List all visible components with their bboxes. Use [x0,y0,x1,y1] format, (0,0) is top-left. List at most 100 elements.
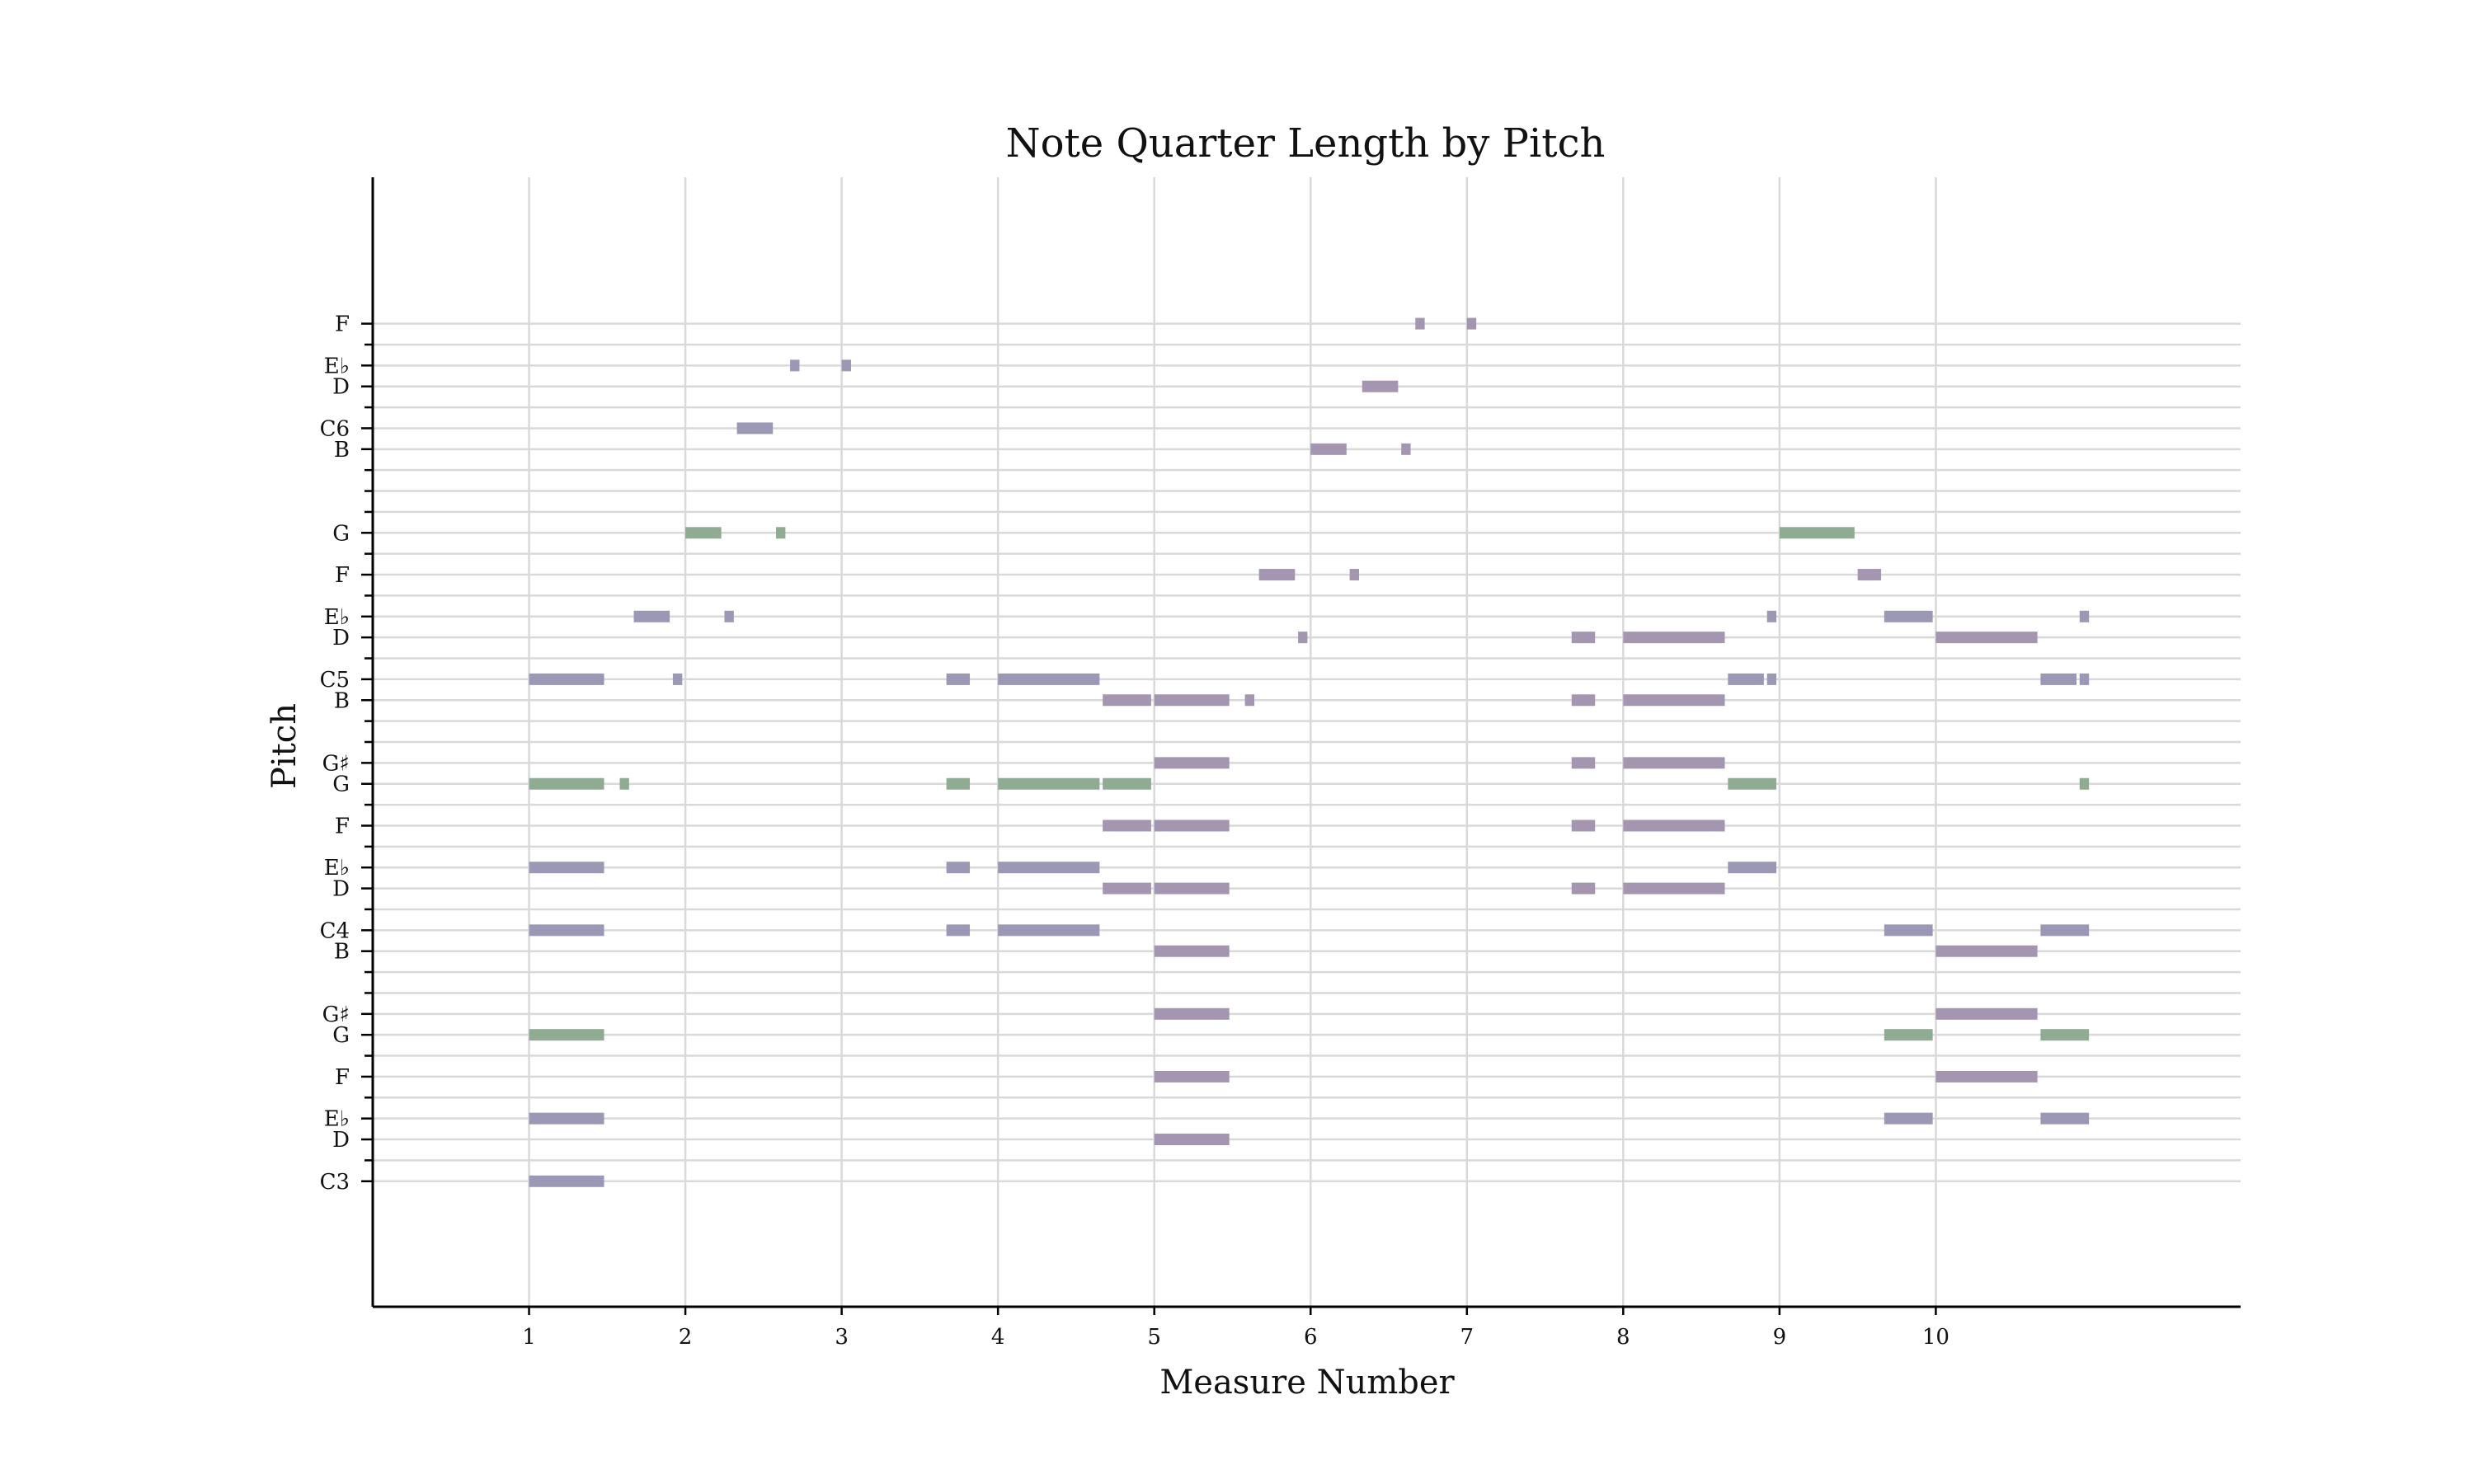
note-bar [685,527,722,539]
note-bar [2079,610,2090,622]
y-tick-label: F [335,563,350,588]
x-tick-label: 1 [522,1325,536,1350]
y-tick-label: E♭ [324,605,350,630]
note-bar [529,1175,604,1187]
x-tick-label: 9 [1773,1325,1787,1350]
y-tick-label: C4 [320,918,350,943]
y-tick-label: G♯ [322,1003,350,1027]
y-tick-label: C5 [320,668,350,693]
note-bar [1766,610,1777,622]
note-bar [1571,757,1596,769]
note-bar [1623,757,1725,769]
y-axis-label: Pitch [266,703,303,789]
note-bar [1298,632,1308,644]
note-bar [1623,819,1725,832]
note-bar [1362,380,1399,392]
note-bar [1571,819,1596,832]
note-bar [1935,1007,2038,1020]
note-bar [2040,1029,2090,1041]
y-tick-label: G [332,773,350,797]
y-tick-label: F [335,814,350,838]
note-bar [1884,924,1933,937]
note-bar [1154,1007,1230,1020]
note-bar [1103,694,1151,707]
note-bar [672,673,683,685]
x-tick-label: 3 [835,1325,849,1350]
x-tick-label: 10 [1922,1325,1950,1350]
note-bar [633,610,670,622]
note-bar [1884,1029,1933,1041]
note-bar [1154,819,1230,832]
note-bar [946,924,971,937]
note-bar [2079,673,2090,685]
y-tick-label: G [332,521,350,546]
note-bar [1154,1070,1230,1082]
note-bar [1884,610,1933,622]
note-bar [1728,673,1764,685]
note-bar [1779,527,1855,539]
note-bar [1415,317,1425,330]
note-bar [1466,317,1477,330]
note-bar [998,924,1100,937]
note-bar [998,777,1100,790]
note-bar [1401,443,1411,455]
x-ticks: 1 2 3 4 5 6 7 8 9 10 [522,1307,1950,1350]
y-tick-label: D [332,626,350,650]
note-bar [776,527,786,539]
note-bar [529,1029,604,1041]
grid-layer [373,177,2241,1307]
note-bar [529,673,604,685]
note-bar [736,422,774,434]
note-bar [1154,1134,1230,1146]
notes-layer [529,317,2090,1187]
note-bar [1623,632,1725,644]
note-bar [1103,819,1151,832]
x-tick-label: 4 [991,1325,1005,1350]
note-bar [1728,777,1777,790]
note-bar [998,862,1100,874]
note-bar [946,777,971,790]
y-tick-label: D [332,877,350,902]
note-bar [2040,1112,2090,1125]
y-tick-label: B [334,438,350,463]
note-bar [1728,862,1777,874]
y-tick-label: E♭ [324,856,350,881]
note-bar [529,862,604,874]
note-bar [946,673,971,685]
y-tick-label: C3 [320,1170,350,1195]
note-bar [529,777,604,790]
note-bar [1571,694,1596,707]
note-bar [1571,882,1596,895]
y-tick-label: B [334,940,350,965]
note-bar [1154,882,1230,895]
y-tick-label: E♭ [324,1107,350,1132]
note-bar [529,924,604,937]
x-tick-label: 2 [679,1325,693,1350]
note-bar [1571,632,1596,644]
y-tick-label: G [332,1023,350,1048]
y-tick-label: D [332,375,350,400]
x-tick-label: 7 [1460,1325,1475,1350]
note-bar [1244,694,1255,707]
note-bar [946,862,971,874]
note-bar [1935,945,2038,957]
x-tick-label: 8 [1616,1325,1630,1350]
note-bar [529,1112,604,1125]
y-tick-label: F [335,1065,350,1090]
y-tick-label: D [332,1128,350,1153]
note-bar [1154,694,1230,707]
note-bar [1857,569,1882,581]
x-tick-label: 6 [1304,1325,1318,1350]
note-bar [1623,882,1725,895]
x-axis-label: Measure Number [1159,1364,1455,1402]
note-bar [1935,632,2038,644]
note-bar [1310,443,1347,455]
note-bar [619,777,629,790]
y-tick-label: E♭ [324,354,350,378]
chart-title: Note Quarter Length by Pitch [1006,120,1606,167]
note-bar [1258,569,1296,581]
note-bar [841,359,851,372]
note-bar [1349,569,1359,581]
